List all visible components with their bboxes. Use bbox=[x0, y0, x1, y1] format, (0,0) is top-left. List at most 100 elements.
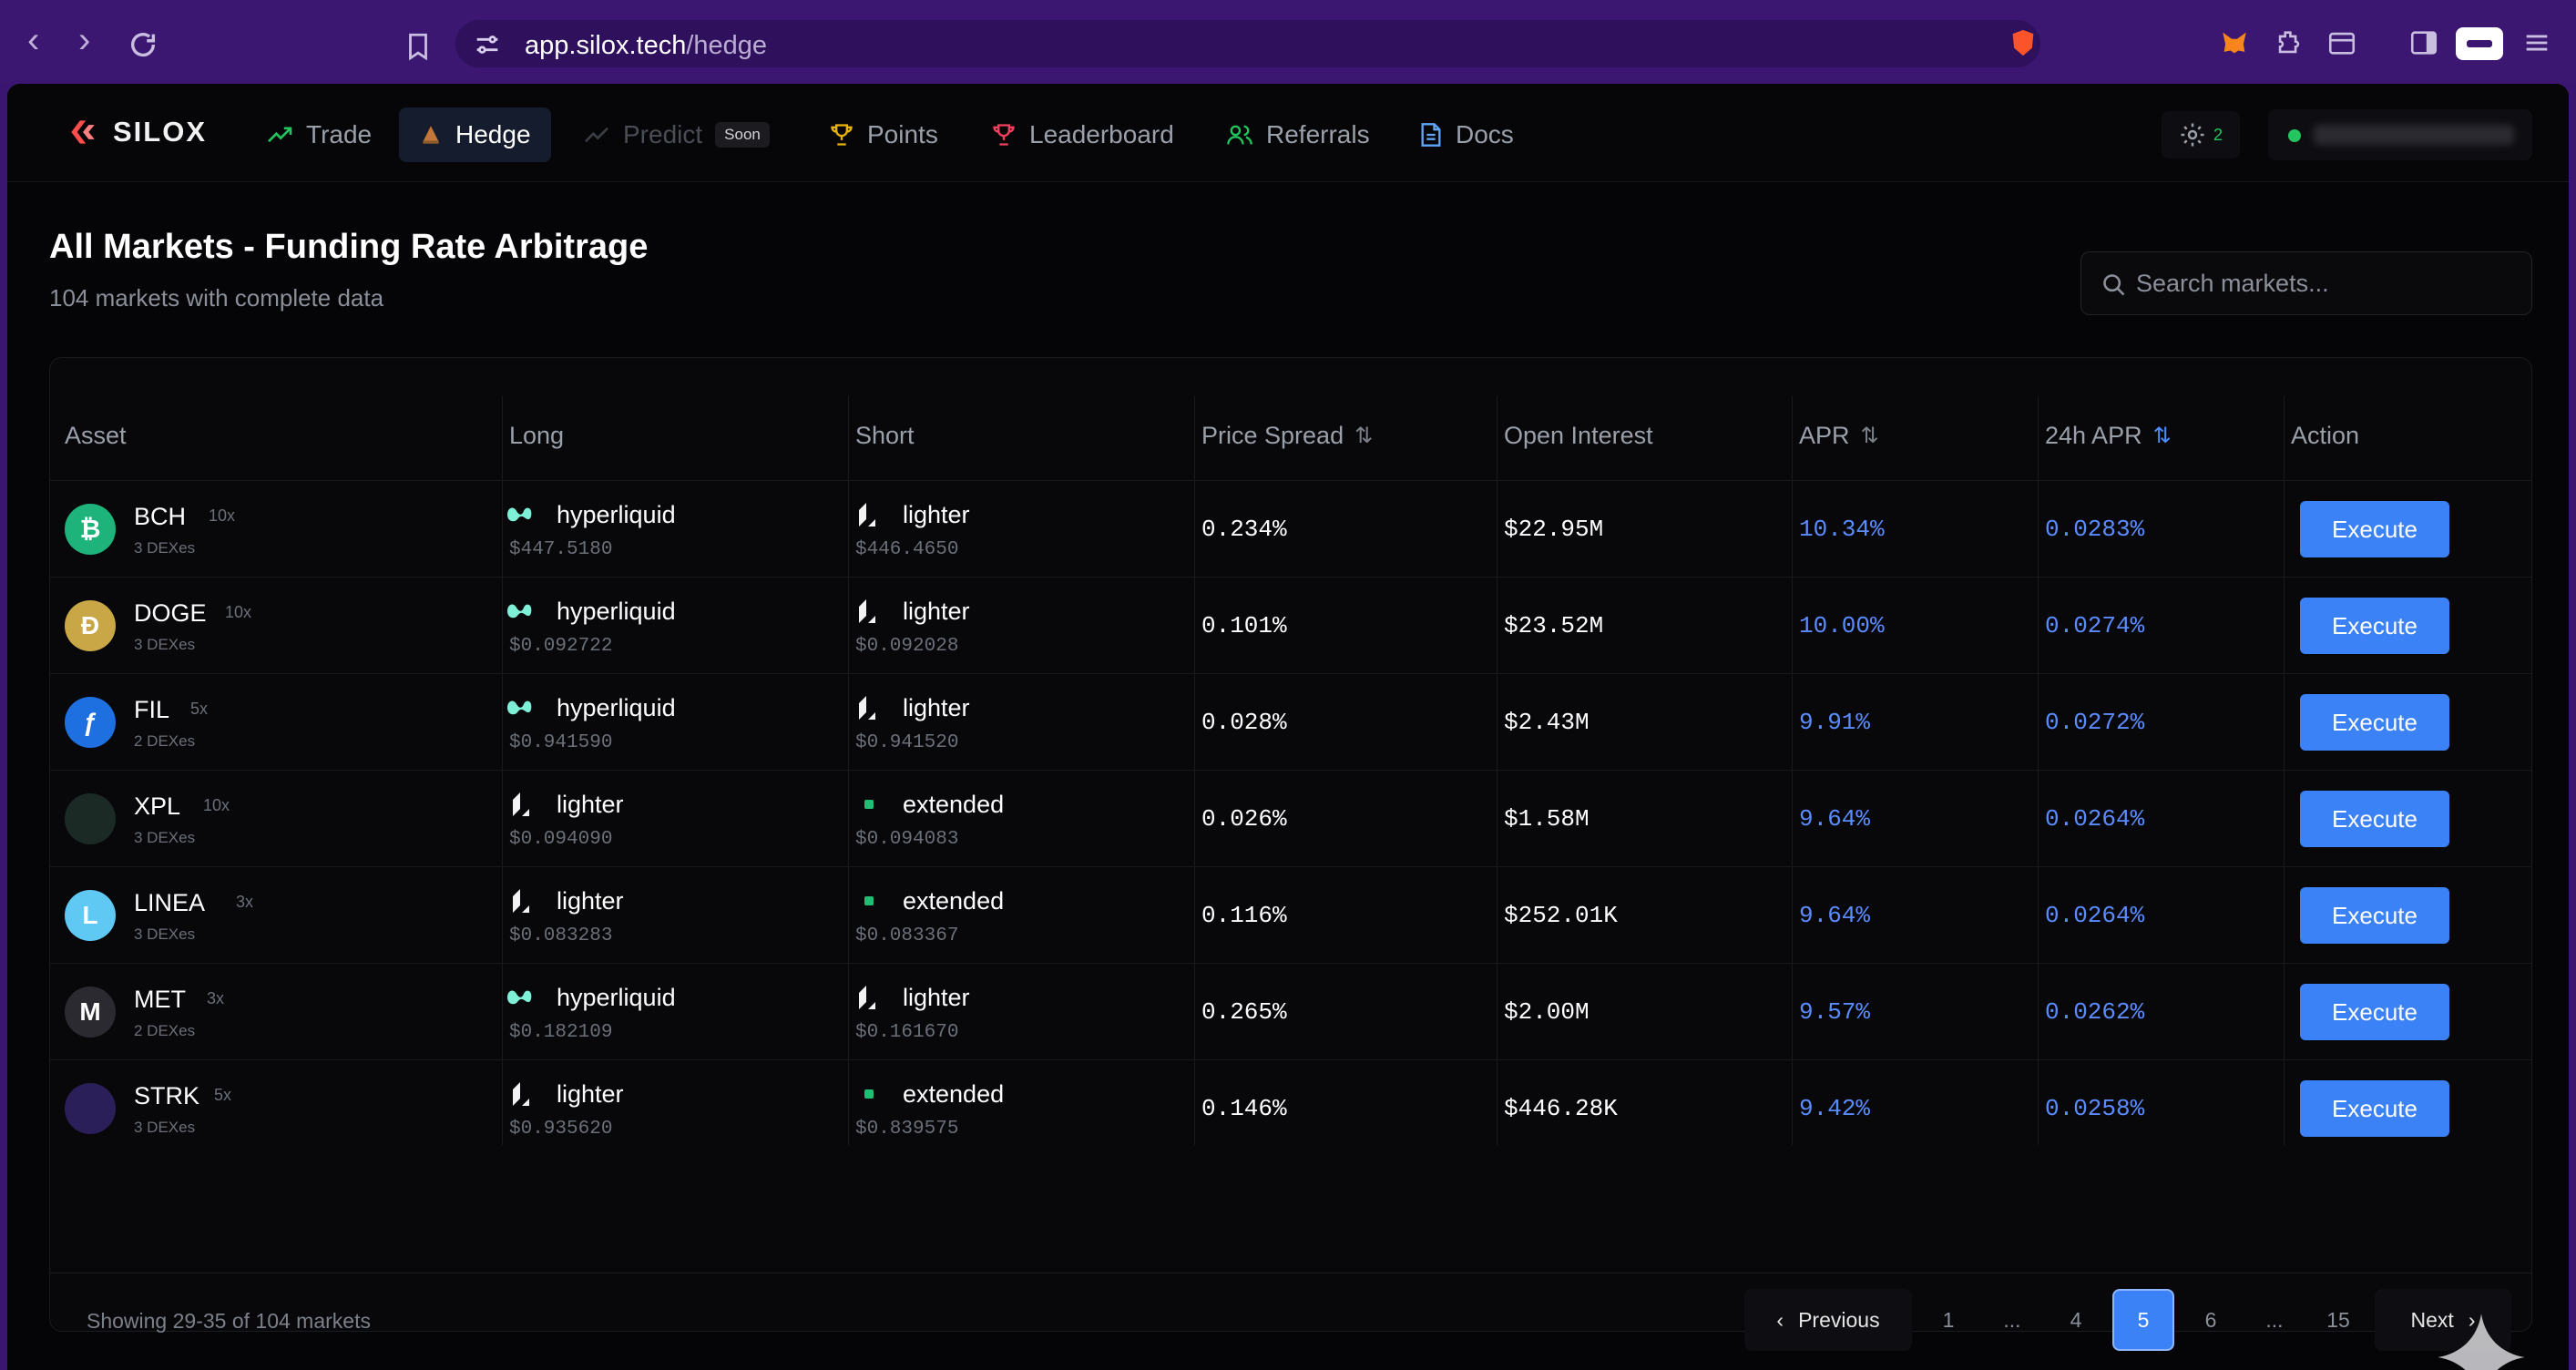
back-icon[interactable]: ‹ bbox=[27, 20, 40, 60]
fil-coin-icon: ƒ bbox=[65, 697, 116, 748]
long-exchange: hyperliquid bbox=[557, 694, 676, 721]
short-exchange: extended bbox=[903, 1080, 1005, 1108]
col-open-interest: Open Interest bbox=[1504, 422, 1653, 449]
nav-item-trade[interactable]: Trade bbox=[246, 107, 392, 162]
long-price: $0.941590 bbox=[509, 732, 613, 753]
nav-label: Hedge bbox=[455, 120, 531, 148]
long-exchange: hyperliquid bbox=[557, 984, 676, 1011]
apr-24h-value: 0.0274% bbox=[2045, 612, 2145, 639]
nav-item-leaderboard[interactable]: Leaderboard bbox=[971, 107, 1194, 162]
site-settings-icon[interactable] bbox=[472, 29, 503, 60]
page-15[interactable]: 15 bbox=[2326, 1307, 2350, 1332]
execute-button[interactable]: Execute bbox=[2300, 501, 2449, 557]
menu-icon[interactable] bbox=[2521, 27, 2552, 58]
open-interest: $22.95M bbox=[1504, 516, 1604, 543]
previous-button[interactable]: ‹ Previous bbox=[1744, 1289, 1912, 1351]
long-cell: lighter $0.935620 bbox=[506, 1060, 843, 1157]
silox-logo[interactable]: SILOX bbox=[66, 115, 207, 149]
col-price-spread[interactable]: Price Spread ⇅ bbox=[1201, 422, 1374, 449]
price-spread: 0.026% bbox=[1201, 805, 1287, 833]
nav-item-predict[interactable]: Predict Soon bbox=[563, 107, 790, 162]
page-5-current[interactable]: 5 bbox=[2112, 1289, 2174, 1351]
execute-button[interactable]: Execute bbox=[2300, 598, 2449, 654]
short-cell: extended $0.083367 bbox=[852, 867, 1189, 964]
markets-table: Asset Long Short Price Spread ⇅ Open Inte… bbox=[49, 357, 2532, 1351]
table-row: ƒ FIL 5x 2 DEXes hyperliquid $0.941590 lighter… bbox=[50, 673, 2531, 770]
nav-item-hedge[interactable]: Hedge bbox=[399, 107, 551, 162]
dex-count: 3 DEXes bbox=[134, 1119, 196, 1136]
address-bar[interactable]: app.silox.tech/hedge bbox=[455, 20, 2040, 67]
execute-button[interactable]: Execute bbox=[2300, 984, 2449, 1040]
table-row: L LINEA 3x 3 DEXes lighter $0.083283 extended $… bbox=[50, 866, 2531, 963]
profile-icon[interactable] bbox=[2456, 27, 2503, 60]
search-box[interactable] bbox=[2080, 251, 2532, 315]
bookmark-icon[interactable] bbox=[403, 31, 434, 62]
short-price: $0.083367 bbox=[855, 925, 959, 946]
settings-button[interactable]: 2 bbox=[2162, 111, 2240, 158]
page-title: All Markets - Funding Rate Arbitrage bbox=[49, 228, 649, 266]
metamask-icon[interactable] bbox=[2219, 27, 2250, 58]
lighter-icon bbox=[859, 503, 875, 527]
long-exchange: hyperliquid bbox=[557, 501, 676, 528]
extensions-icon[interactable] bbox=[2274, 27, 2305, 58]
asset-symbol: MET bbox=[134, 986, 186, 1013]
hyperliquid-icon bbox=[507, 700, 532, 715]
execute-button[interactable]: Execute bbox=[2300, 694, 2449, 751]
short-cell: extended $0.839575 bbox=[852, 1060, 1189, 1157]
price-spread: 0.028% bbox=[1201, 709, 1287, 736]
page-4[interactable]: 4 bbox=[2070, 1307, 2082, 1332]
apr-value: 10.34% bbox=[1799, 516, 1885, 543]
hyperliquid-icon bbox=[507, 507, 532, 522]
apr-value: 9.42% bbox=[1799, 1095, 1871, 1122]
open-interest: $1.58M bbox=[1504, 805, 1590, 833]
settings-count: 2 bbox=[2213, 125, 2223, 144]
met-coin-icon: M bbox=[65, 987, 116, 1038]
page-1[interactable]: 1 bbox=[1942, 1307, 1955, 1332]
wallet-box-icon[interactable] bbox=[2326, 27, 2357, 58]
wallet-address-button[interactable] bbox=[2268, 109, 2532, 160]
search-input[interactable] bbox=[2136, 252, 2519, 314]
table-header: Asset Long Short Price Spread ⇅ Open Inte… bbox=[50, 396, 2531, 480]
sort-active-icon[interactable]: ⇅ bbox=[2152, 424, 2172, 448]
page-subtitle: 104 markets with complete data bbox=[49, 284, 384, 312]
column-divider bbox=[2038, 396, 2039, 1145]
apr-24h-value: 0.0264% bbox=[2045, 902, 2145, 929]
predict-icon bbox=[585, 127, 608, 143]
forward-icon[interactable]: › bbox=[78, 20, 91, 60]
long-cell: hyperliquid $0.182109 bbox=[506, 964, 843, 1060]
sort-icon[interactable]: ⇅ bbox=[1860, 424, 1879, 448]
col-apr[interactable]: APR ⇅ bbox=[1799, 422, 1879, 449]
trophy-icon bbox=[831, 124, 853, 146]
sparkle-icon bbox=[2438, 1314, 2525, 1370]
page-6[interactable]: 6 bbox=[2204, 1307, 2217, 1332]
trend-up-icon bbox=[268, 127, 292, 143]
brave-shield-icon[interactable] bbox=[2008, 27, 2039, 58]
dex-count: 2 DEXes bbox=[134, 1022, 196, 1039]
hyperliquid-icon bbox=[507, 604, 532, 619]
apr-value: 9.91% bbox=[1799, 709, 1871, 736]
leverage-badge: 5x bbox=[214, 1086, 232, 1104]
dex-count: 3 DEXes bbox=[134, 636, 196, 653]
nav-item-docs[interactable]: Docs bbox=[1399, 107, 1534, 162]
price-spread: 0.146% bbox=[1201, 1095, 1287, 1122]
sidebar-toggle-icon[interactable] bbox=[2408, 27, 2439, 58]
long-exchange: lighter bbox=[557, 887, 624, 915]
short-cell: lighter $0.941520 bbox=[852, 674, 1189, 771]
execute-button[interactable]: Execute bbox=[2300, 1080, 2449, 1137]
table-row: M MET 3x 2 DEXes hyperliquid $0.182109 lighter… bbox=[50, 963, 2531, 1059]
price-spread: 0.116% bbox=[1201, 902, 1287, 929]
reload-icon[interactable] bbox=[128, 29, 158, 60]
col-24h-apr[interactable]: 24h APR ⇅ bbox=[2045, 422, 2172, 449]
asset-symbol: STRK bbox=[134, 1082, 200, 1109]
sort-icon[interactable]: ⇅ bbox=[1354, 424, 1374, 448]
nav-item-referrals[interactable]: Referrals bbox=[1206, 107, 1390, 162]
nav-item-points[interactable]: Points bbox=[809, 107, 958, 162]
leverage-badge: 3x bbox=[236, 893, 254, 911]
apr-24h-value: 0.0258% bbox=[2045, 1095, 2145, 1122]
execute-button[interactable]: Execute bbox=[2300, 791, 2449, 847]
short-price: $0.092028 bbox=[855, 636, 959, 657]
long-cell: lighter $0.083283 bbox=[506, 867, 843, 964]
apr-value: 9.64% bbox=[1799, 902, 1871, 929]
short-cell: extended $0.094083 bbox=[852, 771, 1189, 867]
execute-button[interactable]: Execute bbox=[2300, 887, 2449, 944]
